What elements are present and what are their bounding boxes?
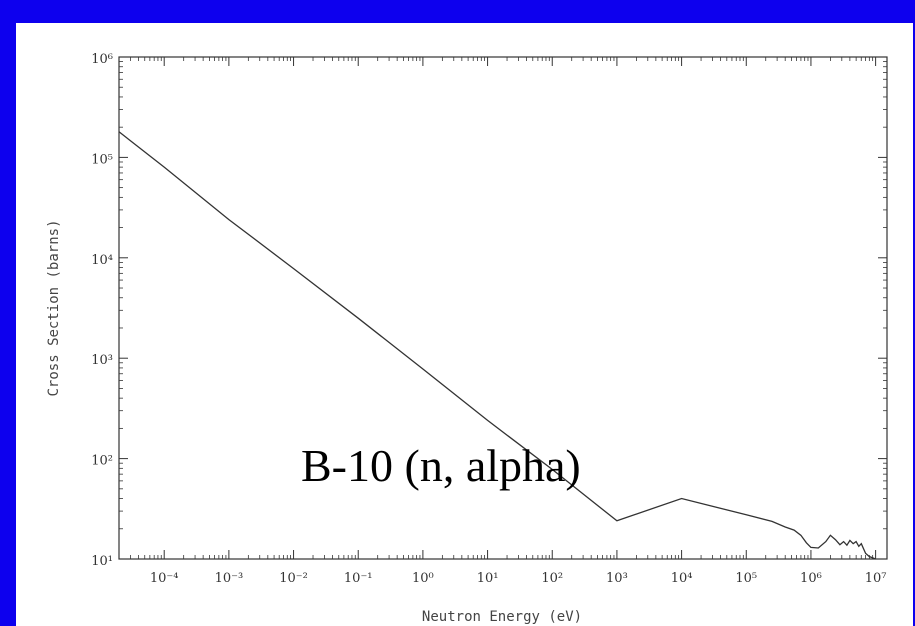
y-tick-label: 10¹ (91, 554, 113, 569)
x-tick-label: 10⁴ (671, 571, 693, 586)
x-axis-title: Neutron Energy (eV) (422, 609, 582, 625)
y-tick-marks (119, 56, 887, 560)
y-tick-label: 10³ (91, 353, 113, 368)
y-tick-label: 10² (91, 454, 113, 469)
x-tick-label: 10³ (606, 571, 628, 586)
x-tick-label: 10⁷ (865, 571, 887, 586)
x-tick-labels: 10⁻⁴ 10⁻³ 10⁻² 10⁻¹ 10⁰ 10¹ 10² 10³ 10⁴ 10⁵ 10⁶ 10⁷ (150, 571, 887, 586)
y-tick-labels: 10¹ 10² 10³ 10⁴ 10⁵ 10⁶ (91, 52, 113, 569)
plot-frame (118, 56, 888, 560)
x-tick-label: 10⁻⁴ (150, 571, 179, 586)
y-tick-label: 10⁶ (91, 52, 113, 67)
x-tick-label: 10⁻³ (215, 571, 244, 586)
y-tick-label: 10⁴ (91, 253, 113, 268)
x-tick-label: 10⁻² (279, 571, 308, 586)
x-tick-marks (118, 57, 877, 559)
cross-section-chart: 10⁻⁴ 10⁻³ 10⁻² 10⁻¹ 10⁰ 10¹ 10² 10³ 10⁴ 10⁵ 10⁶ 10⁷… (46, 52, 888, 625)
x-tick-label: 10¹ (477, 571, 499, 586)
y-tick-label: 10⁵ (91, 152, 113, 167)
y-axis-title: Cross Section (barns) (46, 219, 62, 396)
chart-annotation: B-10 (n, alpha) (301, 440, 581, 491)
x-tick-label: 10⁵ (735, 571, 757, 586)
chart-panel: 10⁻⁴ 10⁻³ 10⁻² 10⁻¹ 10⁰ 10¹ 10² 10³ 10⁴ 10⁵ 10⁶ 10⁷… (16, 23, 913, 626)
x-tick-label: 10⁻¹ (344, 571, 373, 586)
series-line (118, 131, 876, 560)
x-tick-label: 10⁶ (800, 571, 822, 586)
x-tick-label: 10⁰ (412, 571, 434, 586)
x-tick-label: 10² (541, 571, 563, 586)
